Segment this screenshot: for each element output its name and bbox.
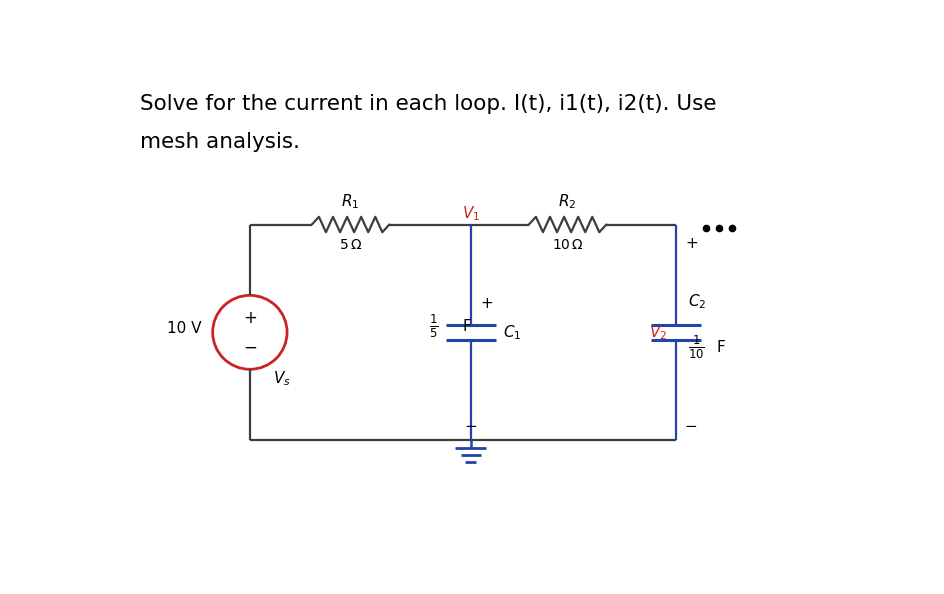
Text: $C_2$: $C_2$ <box>687 292 705 311</box>
Text: +: + <box>243 309 257 327</box>
Text: $V_2$: $V_2$ <box>648 323 666 342</box>
Text: $V_s$: $V_s$ <box>273 369 291 388</box>
Text: +: + <box>684 236 698 251</box>
Text: mesh analysis.: mesh analysis. <box>140 132 299 152</box>
Text: $5\,\Omega$: $5\,\Omega$ <box>339 238 362 252</box>
Text: $10\,\Omega$: $10\,\Omega$ <box>551 238 583 252</box>
Text: $\frac{1}{10}$: $\frac{1}{10}$ <box>687 334 704 361</box>
Text: $R_1$: $R_1$ <box>341 192 360 211</box>
Text: $V_1$: $V_1$ <box>462 204 480 223</box>
Text: +: + <box>480 296 492 311</box>
Text: $\frac{1}{5}$: $\frac{1}{5}$ <box>429 312 438 340</box>
Text: 10 V: 10 V <box>167 321 202 336</box>
Text: $-$: $-$ <box>683 418 697 432</box>
Text: $-$: $-$ <box>464 418 477 432</box>
Text: F: F <box>716 340 724 355</box>
Text: $R_2$: $R_2$ <box>558 192 576 211</box>
Text: F: F <box>463 318 471 334</box>
Text: Solve for the current in each loop. I(t), i1(t), i2(t). Use: Solve for the current in each loop. I(t)… <box>140 94 716 113</box>
Text: $C_1$: $C_1$ <box>503 323 521 342</box>
Text: $-$: $-$ <box>243 337 257 355</box>
